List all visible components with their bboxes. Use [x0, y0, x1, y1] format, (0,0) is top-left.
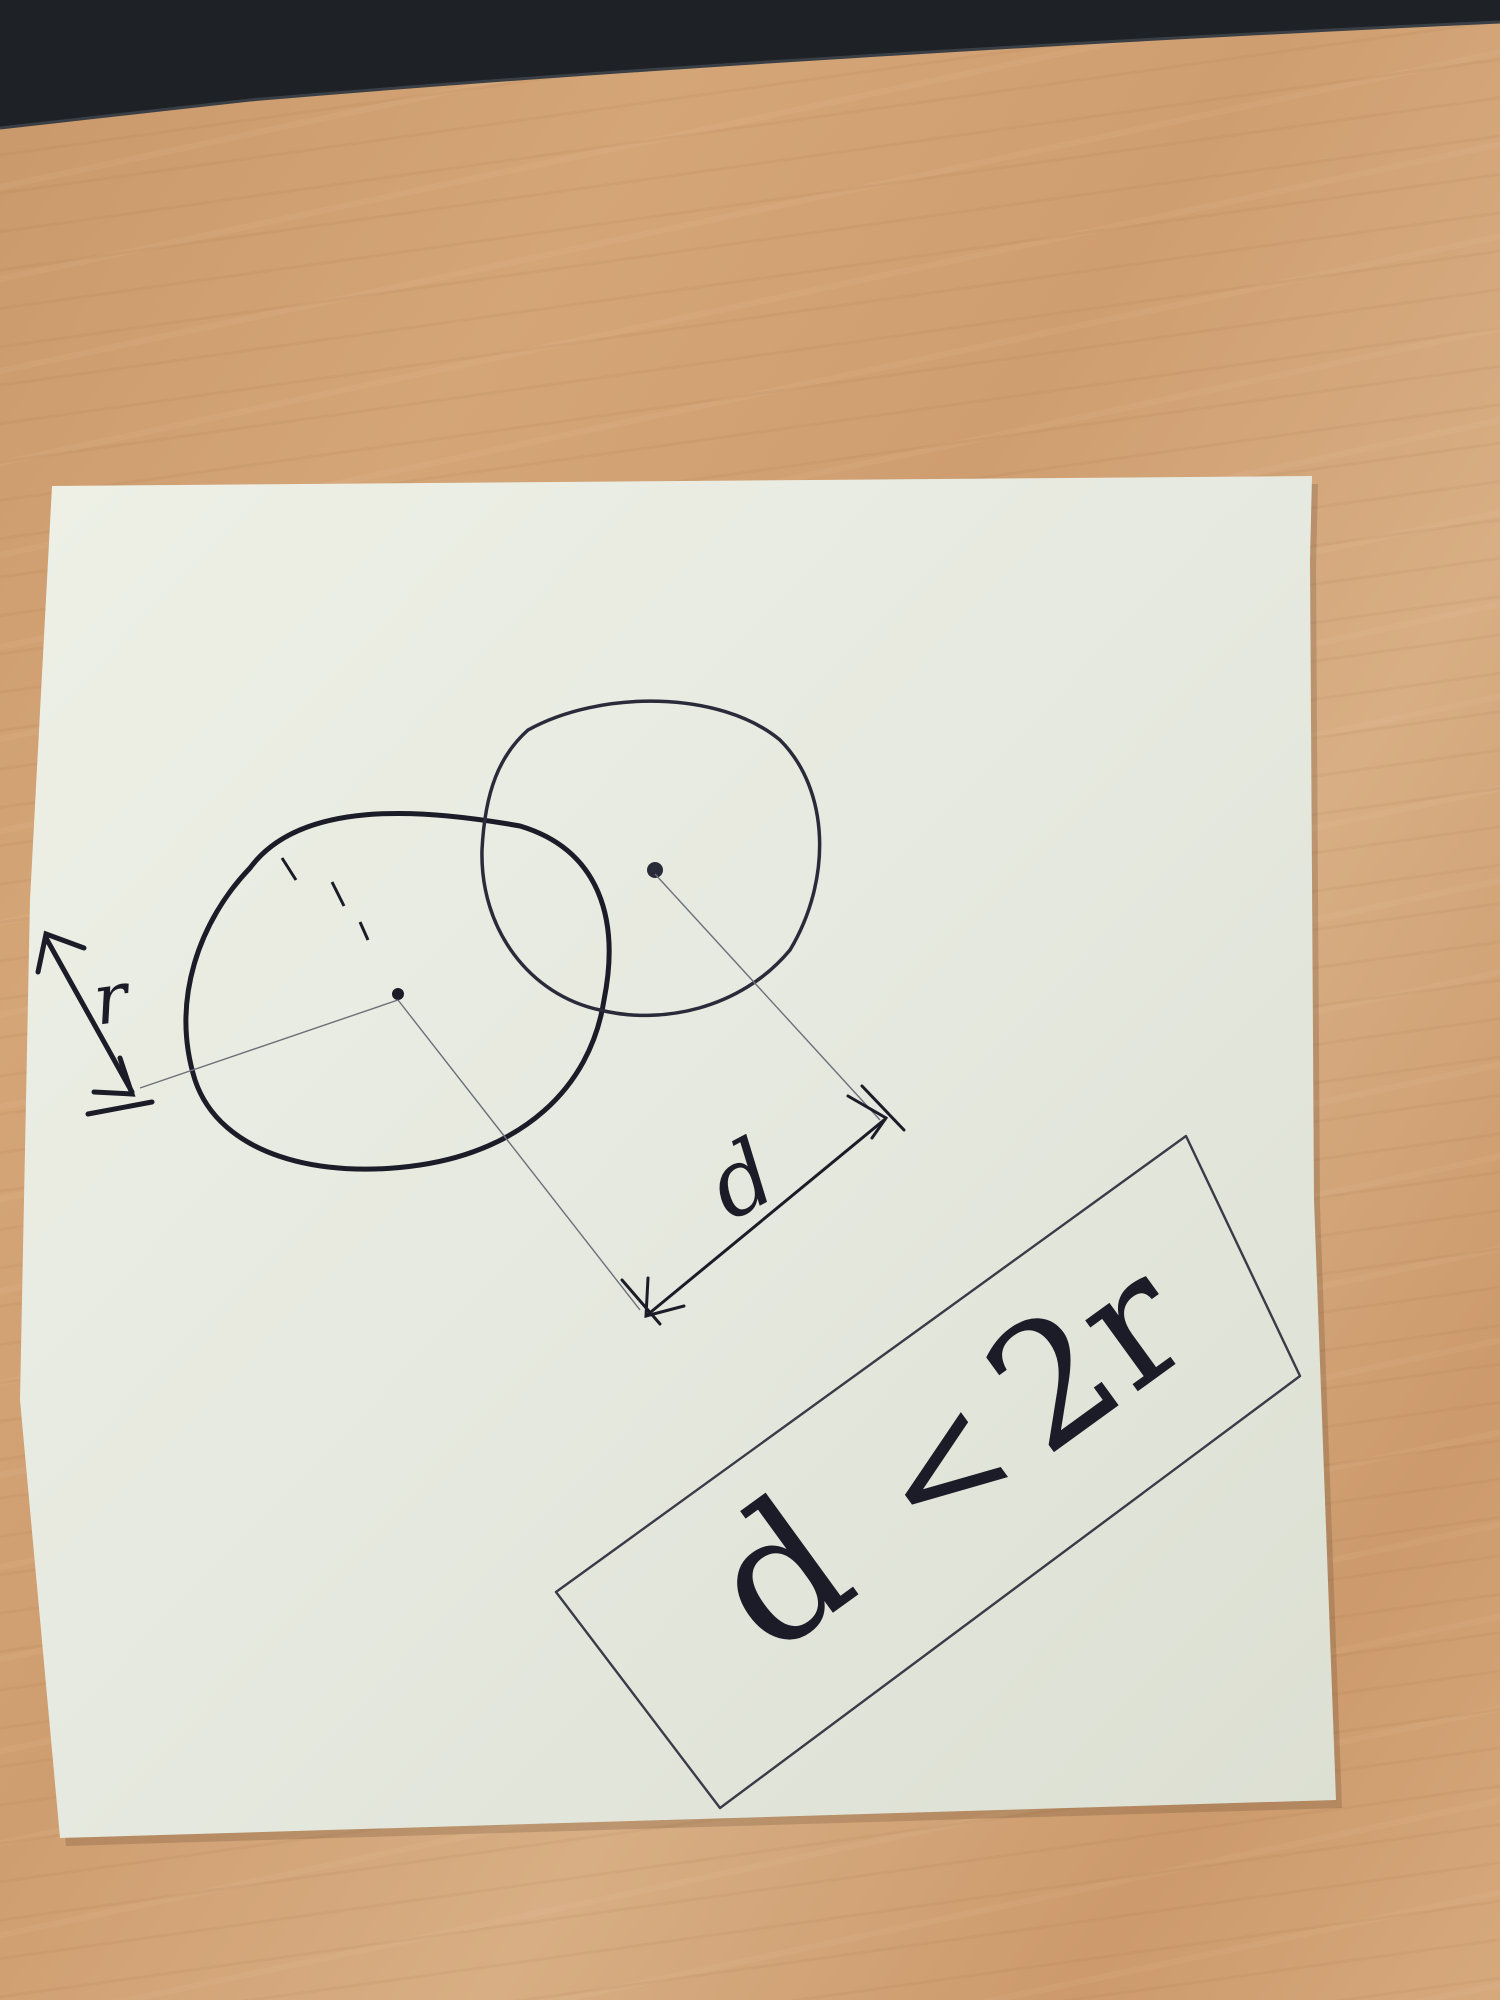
- inequality-box: [554, 1134, 1302, 1810]
- left-circle: [183, 810, 612, 1172]
- inequality-expression: d < 2r: [672, 1220, 1223, 1694]
- distance-dimension-arrow: [620, 1084, 906, 1326]
- distance-label: d: [690, 1119, 792, 1241]
- left-circle-center-dot: [392, 988, 404, 1000]
- radius-dashed-line: [280, 857, 370, 941]
- laptop-edge: [0, 0, 1500, 130]
- inequality-left: d: [672, 1457, 888, 1694]
- right-circle-center-dot: [647, 862, 663, 878]
- extension-lines: [139, 873, 881, 1311]
- right-circle: [480, 699, 822, 1018]
- radius-dimension-arrow: [35, 930, 155, 1117]
